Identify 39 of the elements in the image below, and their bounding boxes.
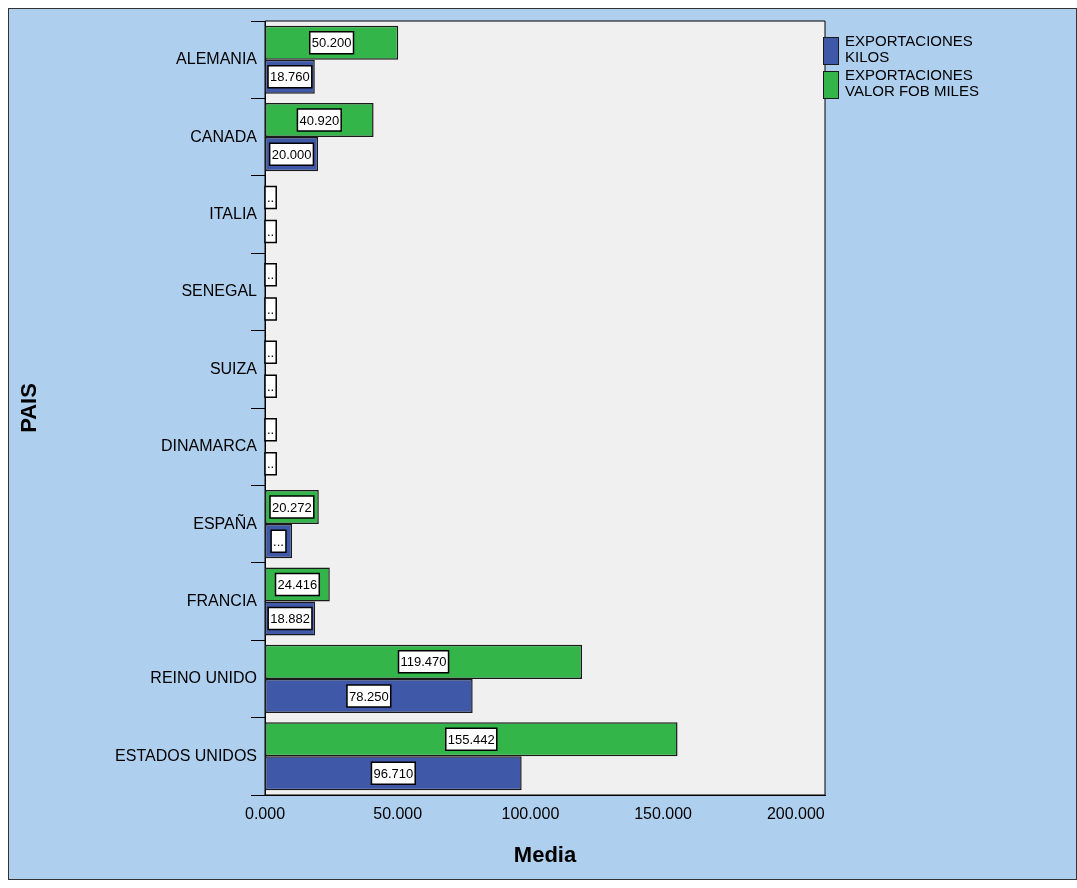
y-tick-label: ITALIA — [209, 204, 258, 222]
text: .. — [266, 224, 275, 240]
x-tick-label: 150.000 — [634, 805, 693, 823]
data-label: 50.200 — [311, 35, 352, 51]
text: .. — [266, 456, 275, 472]
data-label: 20.272 — [272, 499, 312, 515]
y-tick-label: CANADA — [190, 127, 258, 145]
y-tick-label: REINO UNIDO — [150, 669, 257, 687]
text: .. — [266, 344, 275, 360]
y-tick-label: ESTADOS UNIDOS — [115, 746, 257, 764]
data-label: 155.442 — [447, 731, 495, 747]
y-tick-label: ESPAÑA — [193, 512, 258, 532]
data-label: 24.416 — [277, 577, 318, 593]
data-label: ... — [273, 533, 284, 549]
y-tick-label: SUIZA — [209, 359, 258, 377]
text: .. — [266, 267, 275, 283]
text: .. — [266, 301, 275, 317]
y-tick-label: ALEMANIA — [176, 50, 258, 68]
legend-label: EXPORTACIONES VALOR FOB MILES — [845, 66, 980, 99]
x-tick-label: 0.000 — [244, 805, 286, 823]
data-label: 96.710 — [373, 765, 414, 781]
data-label: 78.250 — [348, 688, 389, 704]
y-tick-label: DINAMARCA — [160, 437, 258, 455]
data-label: 119.470 — [400, 654, 447, 670]
x-tick-label: 50.000 — [373, 805, 423, 823]
text: .. — [266, 422, 275, 438]
text: .. — [266, 378, 275, 394]
y-tick-label: SENEGAL — [181, 282, 258, 300]
data-label: 20.000 — [271, 146, 312, 162]
legend-label: EXPORTACIONES KILOS — [845, 32, 974, 65]
text: .. — [266, 190, 275, 206]
x-tick-label: 100.000 — [501, 805, 560, 823]
x-axis-title: Media — [513, 841, 577, 867]
y-tick-label: FRANCIA — [186, 591, 258, 609]
data-label: 18.882 — [270, 611, 310, 627]
data-label: 18.760 — [270, 69, 310, 85]
data-label: 40.920 — [299, 112, 340, 128]
y-axis-title: PAIS — [16, 383, 42, 433]
x-tick-label: 200.000 — [766, 805, 825, 823]
